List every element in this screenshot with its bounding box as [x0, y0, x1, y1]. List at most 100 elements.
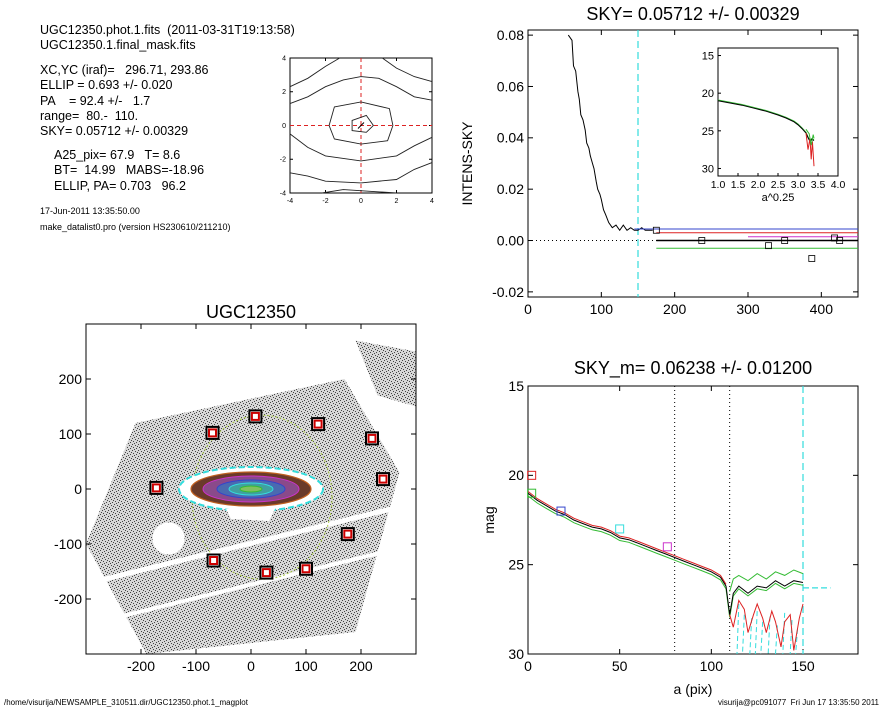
mag-marker-red [527, 470, 537, 480]
galaxy-ytick-label: 200 [59, 371, 83, 387]
header-xcyc: XC,YC (iraf)= 296.71, 293.86 [40, 63, 209, 77]
mag-error-dash [754, 611, 758, 655]
mask-hole [152, 522, 185, 555]
mag-xtick-label: 150 [791, 658, 815, 674]
mag-series-red-main [527, 491, 727, 585]
contour-level-4-topleft [289, 57, 340, 88]
mag-marker-cyan [615, 524, 625, 534]
mag-error-dash [767, 616, 771, 655]
mag-ytick-label: 20 [508, 467, 524, 483]
contour-level-3-bottom [289, 133, 433, 162]
inset-xtick-label: 4.0 [831, 179, 846, 191]
mag-series-green [729, 569, 804, 592]
sky-series-black [567, 34, 653, 232]
contour-ytick-label: 4 [282, 55, 286, 62]
inset-ytick-label: 15 [702, 51, 714, 63]
inset-ytick-label: 30 [702, 163, 714, 175]
footer-user: visurija@pc091077 Fri Jun 17 13:35:50 20… [718, 698, 879, 707]
sky-title: SKY= 0.05712 +/- 0.00329 [586, 4, 799, 24]
galaxy-marker-inner [378, 474, 388, 484]
mag-frame [527, 385, 859, 655]
inset-frame [717, 47, 839, 177]
mag-ytick-label: 25 [508, 557, 524, 573]
mag-error-dash [760, 621, 764, 655]
mag-marker-green [527, 488, 537, 498]
contour-level-1 [351, 114, 374, 133]
sky-point [836, 237, 844, 244]
mag-title: SKY_m= 0.06238 +/- 0.01200 [574, 358, 812, 379]
galaxy-xtick-label: 0 [247, 658, 255, 674]
header-program: make_datalist0.pro (version HS230610/211… [40, 222, 231, 232]
contour-level-3-top [289, 76, 433, 105]
header-pa: PA = 92.4 +/- 1.7 [40, 94, 151, 108]
mag-xtick-label: 0 [524, 658, 532, 674]
galaxy-field [86, 340, 416, 654]
header-sky: SKY= 0.05712 +/- 0.00329 [40, 124, 189, 138]
sky-ytick-label: 0.00 [497, 232, 524, 248]
contour-ytick-label: -4 [280, 190, 286, 197]
galaxy-marker-inner [301, 564, 311, 574]
contour-ytick-label: 0 [282, 123, 286, 130]
sky-ylabel: INTENS-SKY [459, 121, 475, 206]
mag-error-dash [789, 620, 793, 655]
mag-marker-blue [556, 506, 566, 516]
mag-series-green-main [527, 495, 804, 618]
inset-series-green-tail [805, 129, 815, 146]
sky-xtick-label: 200 [663, 301, 687, 317]
mag-ytick-label: 30 [508, 646, 524, 662]
galaxy-marker-inner [208, 428, 217, 438]
galaxy-ytick-label: 100 [59, 426, 83, 442]
sky-ytick-label: 0.04 [497, 130, 524, 146]
contour-xtick-label: -2 [322, 198, 328, 205]
header-file-line: UGC12350.phot.1.fits (2011-03-31T19:13:5… [40, 23, 295, 37]
sky-ytick-label: 0.02 [497, 181, 524, 197]
contour-level-4-bottom [289, 162, 433, 184]
sky-point [765, 242, 772, 250]
galaxy-marker-inner [250, 411, 260, 421]
mag-error-dash [742, 614, 745, 655]
mask-stripe [101, 503, 406, 583]
mag-xtick-label: 50 [612, 658, 628, 674]
contour-xtick-label: 0 [359, 198, 363, 205]
mag-series-black [527, 492, 804, 615]
mag-ylabel: mag [481, 506, 497, 533]
contour-ytick-label: -2 [280, 157, 286, 164]
galaxy-halo [191, 414, 333, 580]
galaxy-mask-patch [226, 507, 276, 521]
sky-xtick-label: 400 [810, 301, 834, 317]
contour-level-4-topright [382, 57, 433, 83]
galaxy-marker-inner [343, 529, 353, 539]
mag-error-dash [749, 618, 753, 655]
galaxy-marker-inner [367, 433, 377, 443]
contour-center-mark [357, 122, 365, 129]
inset-xtick-label: 1.0 [711, 179, 726, 191]
galaxy-marker-inner [209, 556, 219, 565]
inset-xlabel: a^0.25 [762, 192, 795, 204]
galaxy-ytick-label: 0 [74, 481, 82, 497]
contour-xtick-label: -4 [287, 198, 293, 205]
header-date: 17-Jun-2011 13:35:50.00 [40, 206, 140, 216]
mask-stripe [102, 544, 406, 623]
galaxy-ytick-label: -200 [54, 591, 82, 607]
mag-xtick-label: 100 [700, 658, 724, 674]
inset-series-red [805, 133, 815, 167]
galaxy-marker-inner [313, 419, 323, 429]
sky-point [808, 255, 816, 262]
mag-xlabel: a (pix) [674, 681, 713, 697]
inset-ytick-label: 20 [702, 88, 714, 100]
mag-ytick-label: 15 [508, 378, 524, 394]
sky-xtick-label: 0 [524, 301, 532, 317]
mag-error-dash [736, 603, 740, 655]
sky-ytick-label: 0.08 [497, 27, 524, 43]
mag-marker-magenta [662, 542, 672, 552]
contour-level-2 [328, 101, 394, 145]
sky-point [781, 237, 789, 244]
header-ellip-pa: ELLIP, PA= 0.703 96.2 [54, 179, 186, 193]
contour-xtick-label: 4 [430, 198, 434, 205]
mag-series-red [729, 599, 804, 651]
contour-lines [289, 57, 433, 194]
sky-xtick-label: 300 [736, 301, 760, 317]
